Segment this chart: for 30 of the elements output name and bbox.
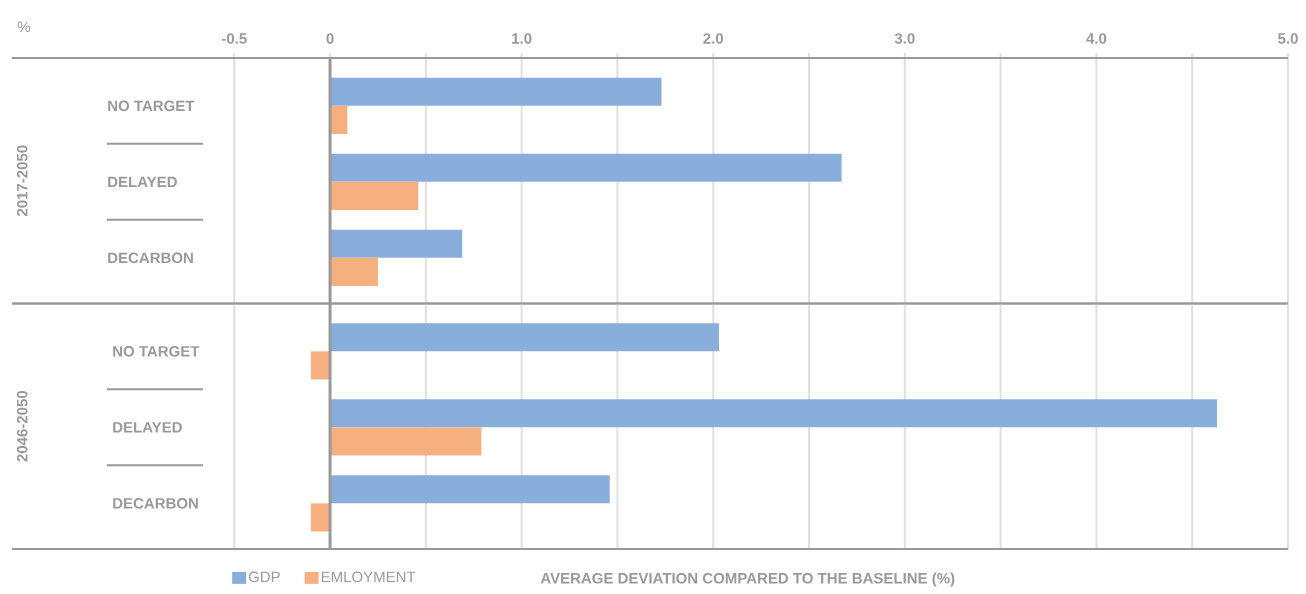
y-axis-title: 2017-2050	[16, 145, 28, 217]
legend-label: GDP	[248, 571, 280, 583]
bar	[330, 323, 719, 352]
bar	[330, 153, 842, 182]
x-tick-label: 3.0	[894, 33, 915, 44]
bar	[330, 181, 419, 210]
y-tick-label: DECARBON	[108, 252, 193, 264]
x-tick-label: 1.0	[512, 33, 532, 44]
text: %	[17, 21, 31, 33]
y-tick-label: DELAYED	[108, 176, 177, 188]
bar	[330, 399, 1218, 428]
bar	[310, 503, 331, 532]
y-tick-label: DECARBON	[113, 498, 198, 509]
legend-label: EMLOYMENT	[321, 571, 416, 583]
y-tick-label: NO TARGET	[108, 100, 195, 112]
bar	[330, 475, 610, 504]
bar	[310, 351, 331, 380]
bar	[330, 257, 378, 286]
bar	[330, 77, 662, 106]
y-axis-title: 2046-2050	[16, 390, 28, 462]
bar	[330, 229, 463, 258]
x-tick-label: 2.0	[703, 33, 724, 44]
y-tick-label: DELAYED	[113, 422, 182, 433]
x-tick-label: 4.0	[1086, 33, 1107, 44]
x-tick-label: 5.0	[1278, 33, 1298, 44]
bar	[330, 427, 482, 456]
y-tick-label: NO TARGET	[113, 346, 200, 357]
x-axis-title: AVERAGE DEVIATION COMPARED TO THE BASELINE (%)	[540, 572, 955, 587]
x-tick-label: -0.5	[221, 33, 247, 44]
x-tick-label: 0	[326, 33, 334, 44]
